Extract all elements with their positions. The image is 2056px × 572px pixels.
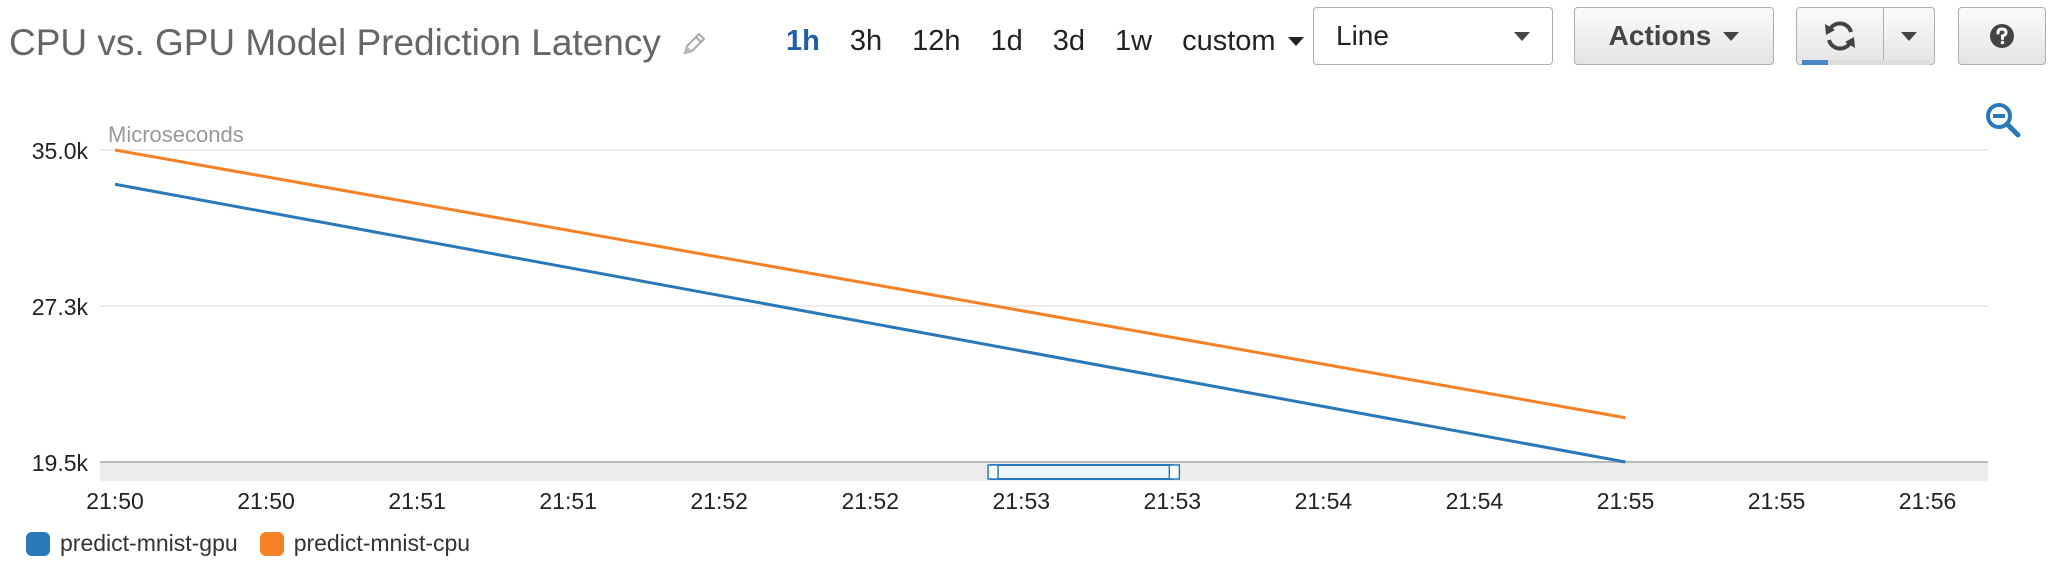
refresh-button[interactable] <box>1796 7 1884 65</box>
legend-item-predict-mnist-cpu[interactable]: predict-mnist-cpu <box>259 530 471 557</box>
caret-down-icon <box>1901 31 1917 41</box>
x-tick-label: 21:53 <box>993 488 1051 514</box>
view-type-select[interactable]: Line <box>1313 7 1553 65</box>
help-button[interactable] <box>1958 7 2046 65</box>
refresh-icon <box>1825 21 1855 51</box>
x-tick-label: 21:50 <box>237 488 295 514</box>
x-tick-label: 21:50 <box>86 488 144 514</box>
x-tick-label: 21:55 <box>1597 488 1655 514</box>
y-tick-label: 19.5k <box>32 450 89 476</box>
y-tick-label: 35.0k <box>32 138 89 164</box>
legend-label: predict-mnist-cpu <box>293 530 471 556</box>
range-3d[interactable]: 3d <box>1052 24 1086 57</box>
refresh-options-button[interactable] <box>1883 7 1935 65</box>
range-custom-label: custom <box>1182 24 1276 57</box>
legend-item-predict-mnist-gpu[interactable]: predict-mnist-gpu <box>26 530 238 557</box>
legend-swatch <box>259 531 284 556</box>
time-range-selector: 1h 3h 12h 1d 3d 1w custom <box>786 16 1304 66</box>
range-1w[interactable]: 1w <box>1115 24 1153 57</box>
refresh-progress-fill <box>1802 60 1828 65</box>
question-circle-icon <box>1990 24 2014 48</box>
x-tick-label: 21:54 <box>1295 488 1353 514</box>
edit-pencil-icon[interactable] <box>680 30 708 58</box>
y-tick-label: 27.3k <box>32 294 89 320</box>
chart-legend: predict-mnist-gpu predict-mnist-cpu <box>26 530 492 557</box>
range-12h[interactable]: 12h <box>912 24 961 57</box>
caret-down-icon <box>1514 31 1530 41</box>
y-axis-title: Microseconds <box>108 122 244 147</box>
latency-line-chart: Microseconds 35.0k 27.3k 19.5k 21:50 21:50 2… <box>32 122 1988 514</box>
x-tick-label: 21:53 <box>1144 488 1202 514</box>
page-title: CPU vs. GPU Model Prediction Latency <box>9 22 661 63</box>
range-1h[interactable]: 1h <box>786 24 820 57</box>
range-1d[interactable]: 1d <box>990 24 1023 57</box>
x-tick-label: 21:52 <box>841 488 899 514</box>
view-type-value: Line <box>1336 20 1389 51</box>
zoom-out-icon[interactable] <box>1984 101 2022 139</box>
x-tick-label: 21:54 <box>1446 488 1504 514</box>
navigator-window[interactable] <box>990 464 1174 480</box>
x-tick-label: 21:56 <box>1899 488 1957 514</box>
refresh-progress-bar <box>1802 60 1930 65</box>
caret-down-icon <box>1723 31 1740 41</box>
range-3h[interactable]: 3h <box>849 24 883 57</box>
legend-swatch <box>26 531 50 556</box>
series-line-predict-mnist-gpu <box>114 182 1626 464</box>
x-tick-label: 21:51 <box>539 488 597 514</box>
series-line-predict-mnist-cpu <box>114 148 1626 420</box>
navigator-handle[interactable] <box>987 464 999 480</box>
range-custom-dropdown[interactable]: custom <box>1182 24 1304 58</box>
caret-down-icon <box>1287 36 1304 46</box>
actions-button[interactable]: Actions <box>1574 7 1774 65</box>
x-tick-label: 21:51 <box>388 488 446 514</box>
legend-label: predict-mnist-gpu <box>60 530 238 556</box>
actions-label: Actions <box>1608 20 1712 51</box>
x-tick-label: 21:52 <box>690 488 748 514</box>
x-tick-label: 21:55 <box>1748 488 1806 514</box>
navigator-handle[interactable] <box>1168 464 1181 480</box>
